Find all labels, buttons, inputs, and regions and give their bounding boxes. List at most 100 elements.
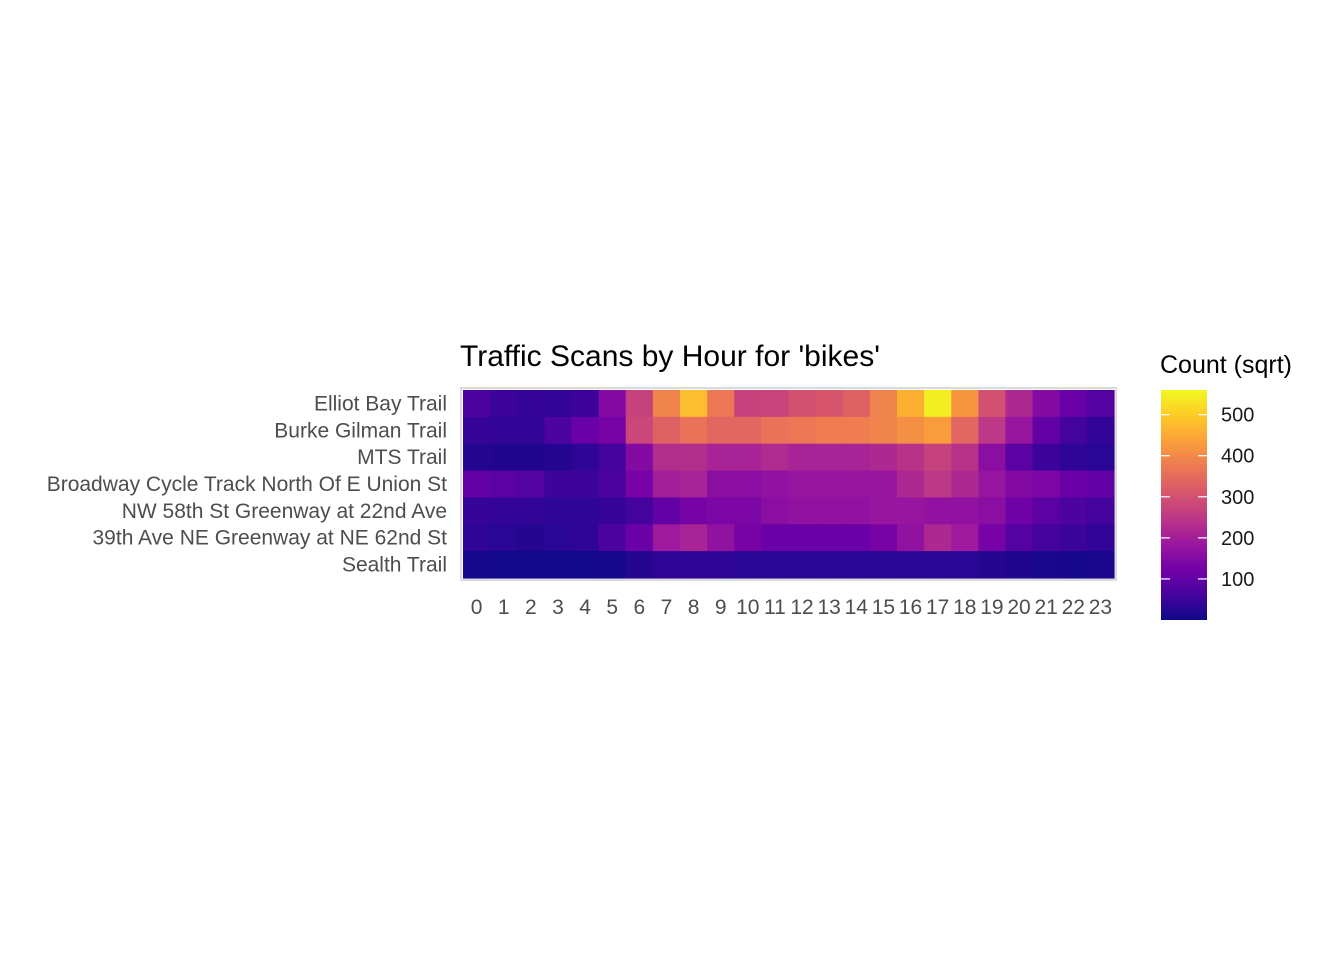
heatmap-cell (951, 497, 979, 525)
heatmap-cell (517, 551, 545, 579)
heatmap-cell (842, 390, 871, 418)
heatmap-cell (625, 443, 654, 472)
heatmap-cell (680, 470, 708, 499)
y-tick-label: Broadway Cycle Track North Of E Union St (47, 473, 447, 496)
heatmap-cell (1032, 524, 1061, 552)
heatmap-cell (842, 416, 871, 445)
x-tick-label: 20 (1007, 596, 1030, 619)
heatmap-cell (598, 390, 627, 418)
heatmap-cell (734, 416, 762, 445)
heatmap-cell (761, 551, 790, 579)
heatmap-cell (517, 470, 545, 499)
heatmap-cell (652, 524, 681, 552)
heatmap-cell (734, 443, 762, 472)
heatmap-cell (625, 551, 654, 579)
heatmap-cell (544, 443, 573, 472)
heatmap-cell (652, 443, 681, 472)
heatmap-cell (598, 551, 627, 579)
heatmap-cell (490, 524, 518, 552)
heatmap-cell (869, 470, 898, 499)
x-tick-label: 10 (736, 596, 759, 619)
x-tick-label: 23 (1089, 596, 1112, 619)
heatmap-cell (598, 470, 627, 499)
heatmap-cell (517, 497, 545, 525)
x-axis-labels: 0 1 2 3 4 5 6 7 8 9 10 11 12 13 14 15 16 17 18 19 20 21 22 23 (471, 596, 1112, 619)
heatmap-cell (1005, 443, 1034, 472)
heatmap-cell (571, 470, 600, 499)
heatmap-cell (1086, 551, 1115, 579)
legend-tick-label: 200 (1221, 528, 1254, 550)
heatmap-cell (842, 443, 871, 472)
heatmap-cell (897, 551, 925, 579)
legend-colorbar (1161, 390, 1207, 620)
x-tick-label: 18 (953, 596, 976, 619)
heatmap-cell (1032, 390, 1061, 418)
heatmap-cell (897, 497, 925, 525)
heatmap-cell (517, 390, 545, 418)
heatmap-cell (490, 416, 518, 445)
heatmap-cell (978, 470, 1007, 499)
legend-tick-label: 100 (1221, 569, 1254, 591)
heatmap-cell (1086, 497, 1115, 525)
heatmap-cell (1005, 470, 1034, 499)
heatmap-cell (571, 497, 600, 525)
heatmap-cell (707, 524, 735, 552)
heatmap-cell (680, 524, 708, 552)
heatmap-cell (652, 497, 681, 525)
x-tick-label: 2 (525, 596, 537, 619)
heatmap-cell (951, 551, 979, 579)
heatmap-cell (707, 443, 735, 472)
heatmap-cell (951, 470, 979, 499)
heatmap-cell (761, 416, 790, 445)
heatmap-cell (517, 443, 545, 472)
heatmap-cell (1005, 390, 1034, 418)
heatmap-cell (463, 470, 491, 499)
heatmap-cell (897, 524, 925, 552)
heatmap-cell (869, 497, 898, 525)
heatmap-cell (571, 443, 600, 472)
heatmap-cell (544, 470, 573, 499)
heatmap-cell (897, 443, 925, 472)
heatmap-cell (1086, 524, 1115, 552)
heatmap-cell (463, 524, 491, 552)
heatmap-cell (924, 497, 952, 525)
x-tick-label: 7 (661, 596, 673, 619)
heatmap-cell (734, 524, 762, 552)
heatmap-cell (815, 390, 844, 418)
y-tick-label: NW 58th St Greenway at 22nd Ave (122, 500, 447, 523)
heatmap-cell (571, 551, 600, 579)
y-tick-label: 39th Ave NE Greenway at NE 62nd St (93, 527, 448, 550)
heatmap-cell (897, 470, 925, 499)
heatmap-cell (788, 443, 817, 472)
heatmap-cell (571, 390, 600, 418)
heatmap-cell (490, 497, 518, 525)
heatmap-cell (924, 524, 952, 552)
heatmap-cell (815, 497, 844, 525)
heatmap-cell (680, 443, 708, 472)
heatmap-cell (869, 524, 898, 552)
x-tick-label: 9 (715, 596, 727, 619)
heatmap-cell (544, 551, 573, 579)
heatmap-cell (571, 524, 600, 552)
heatmap-cell (924, 443, 952, 472)
heatmap-cell (490, 470, 518, 499)
y-tick-label: MTS Trail (357, 446, 447, 469)
heatmap-cell (598, 524, 627, 552)
heatmap-cell (625, 497, 654, 525)
heatmap-cell (680, 416, 708, 445)
heatmap-cell (788, 390, 817, 418)
y-tick-label: Burke Gilman Trail (274, 419, 447, 442)
heatmap-cell (978, 443, 1007, 472)
heatmap-cell (869, 390, 898, 418)
y-tick-label: Elliot Bay Trail (314, 392, 447, 415)
heatmap-cell (463, 551, 491, 579)
heatmap-cell (625, 416, 654, 445)
heatmap-cell (680, 551, 708, 579)
heatmap-cell (1086, 470, 1115, 499)
heatmap-cell (978, 390, 1007, 418)
heatmap-cell (842, 524, 871, 552)
heatmap-cell (734, 497, 762, 525)
heatmap-cell (544, 524, 573, 552)
x-tick-label: 14 (845, 596, 869, 619)
